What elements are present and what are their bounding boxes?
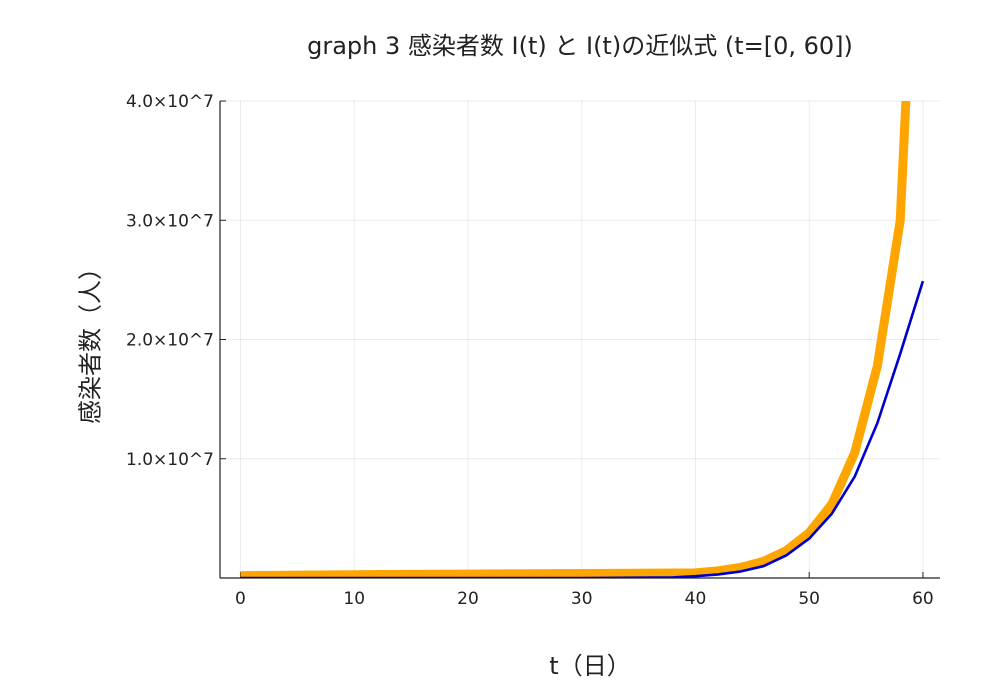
x-tick-label: 60 [912,589,934,609]
series-line-2 [240,280,925,578]
x-tick-label: 0 [235,589,246,609]
y-tick-label: 4.0×10^7 [126,92,214,112]
y-tick-label: 2.0×10^7 [126,331,214,351]
x-tick-label: 10 [343,589,365,609]
x-tick-label: 20 [457,589,479,609]
x-tick-label: 50 [798,589,820,609]
series-group [240,101,925,578]
series-line-1 [240,101,911,578]
y-axis-label: 感染者数（人） [76,256,105,424]
chart-title: graph 3 感染者数 I(t) と I(t)の近似式 (t=[0, 60]) [307,32,853,60]
y-tick-label: 3.0×10^7 [126,211,214,231]
x-tick-label: 40 [685,589,707,609]
y-tick-label: 1.0×10^7 [126,450,214,470]
grid [220,100,940,578]
x-axis-label: t（日） [549,652,631,680]
x-tick-label: 30 [571,589,593,609]
